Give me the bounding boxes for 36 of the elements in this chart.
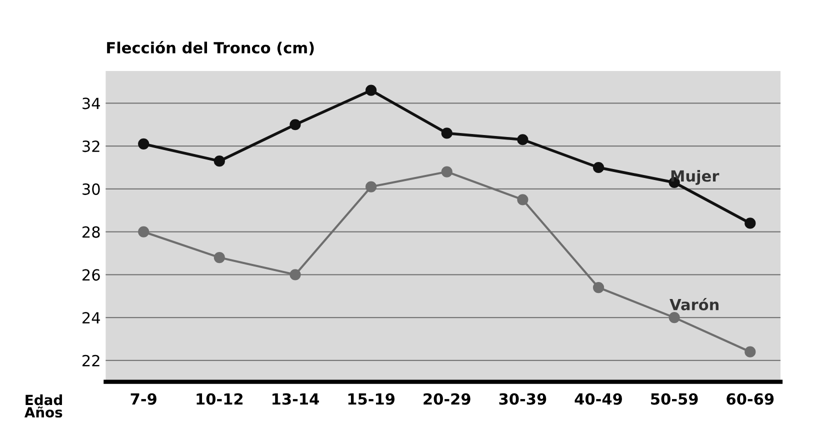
y-tick-label: 22: [82, 354, 100, 366]
point: [592, 282, 604, 294]
point: [138, 226, 150, 238]
point: [744, 218, 756, 229]
x-tick-label: 60-69: [726, 393, 774, 405]
point: [744, 346, 756, 358]
point: [517, 194, 528, 206]
x-axis-title: Edad Años: [24, 394, 62, 418]
point: [592, 162, 604, 174]
y-tick-label: 34: [82, 98, 100, 110]
x-tick-label: 40-49: [574, 393, 622, 405]
x-tick-label: 50-59: [651, 393, 698, 405]
point: [441, 166, 452, 178]
x-tick-label: 20-29: [424, 393, 470, 405]
point: [214, 156, 225, 167]
point: [138, 138, 150, 150]
y-tick-label: 28: [82, 226, 100, 238]
point: [290, 119, 301, 130]
x-tick-label: 13-14: [272, 393, 319, 405]
x-tick-label: 10-12: [196, 393, 243, 405]
point: [441, 128, 452, 139]
point: [517, 134, 528, 146]
point: [214, 252, 225, 264]
y-tick-label: 32: [82, 140, 100, 152]
series-label: Varón: [670, 298, 719, 310]
x-tick-label: 15-19: [348, 393, 395, 405]
point: [366, 181, 377, 192]
y-axis-title: Flección del Tronco (cm): [107, 41, 314, 56]
point: [668, 312, 680, 324]
y-tick-label: 24: [82, 312, 100, 324]
y-tick-label: 26: [82, 269, 100, 281]
point: [290, 269, 301, 280]
point: [366, 84, 377, 96]
x-tick-label: 7-9: [130, 393, 156, 405]
x-tick-label: 30-39: [499, 393, 546, 405]
y-tick-label: 30: [82, 183, 100, 195]
